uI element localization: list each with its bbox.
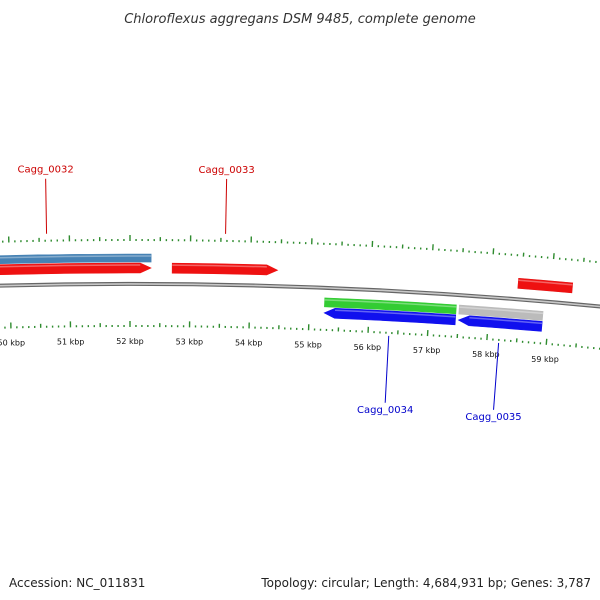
feature-highlight	[469, 317, 543, 325]
tick-label: 51 kbp	[57, 337, 85, 346]
feature-track	[0, 253, 574, 332]
forward-cds-feature	[171, 262, 279, 276]
tick-label: 55 kbp	[294, 340, 322, 349]
feature-highlight	[518, 279, 573, 286]
tick-label: 53 kbp	[176, 337, 204, 346]
feature-highlight	[334, 309, 456, 318]
forward-other-feature	[0, 253, 152, 265]
reverse-cds-feature	[323, 307, 457, 326]
forward-cds-feature	[0, 262, 152, 276]
feature-highlight	[0, 264, 141, 268]
tick-label: 50 kbp	[0, 338, 25, 347]
outer-tick-59.0	[552, 253, 555, 260]
reverse-other-feature	[324, 297, 457, 315]
gene-label-cagg_0035[interactable]: Cagg_0035	[465, 412, 521, 423]
tick-label: 58 kbp	[472, 350, 500, 359]
map-title: Chloroflexus aggregans DSM 9485, complet…	[124, 12, 476, 27]
feature-highlight	[0, 255, 152, 259]
gene-labels: Cagg_0032 Cagg_0033 Cagg_0034 Cagg_0035	[18, 165, 522, 423]
leader-line-cagg_0032	[45, 178, 48, 234]
tick-label: 54 kbp	[235, 338, 263, 347]
feature-highlight	[172, 264, 267, 268]
inner-tick-59.0	[545, 338, 548, 345]
gene-label-cagg_0033[interactable]: Cagg_0033	[198, 165, 254, 176]
forward-cds-feature	[517, 277, 574, 294]
backbone	[0, 282, 600, 309]
backbone-inner	[0, 283, 600, 308]
leader-line-cagg_0034	[384, 335, 390, 403]
tick-marks: 50 kbp 51 kbp 52 kbp 53 kbp 54 kbp 55 kbp 56 k…	[0, 235, 600, 364]
reverse-pseudo-feature	[458, 304, 544, 321]
tick-label: 59 kbp	[531, 355, 559, 364]
genome-summary-text: Topology: circular; Length: 4,684,931 bp…	[260, 576, 591, 590]
gene-label-cagg_0034[interactable]: Cagg_0034	[357, 405, 413, 416]
leader-line-cagg_0033	[225, 178, 228, 234]
gene-label-cagg_0032[interactable]: Cagg_0032	[18, 165, 74, 176]
feature-highlight	[324, 299, 457, 308]
tick-label: 57 kbp	[413, 346, 441, 355]
reverse-cds-feature	[457, 315, 543, 332]
tick-label: 52 kbp	[116, 337, 144, 346]
leader-line-cagg_0035	[493, 342, 500, 410]
tick-label: 56 kbp	[354, 343, 382, 352]
accession-text: Accession: NC_011831	[9, 576, 145, 590]
feature-highlight	[459, 306, 543, 315]
